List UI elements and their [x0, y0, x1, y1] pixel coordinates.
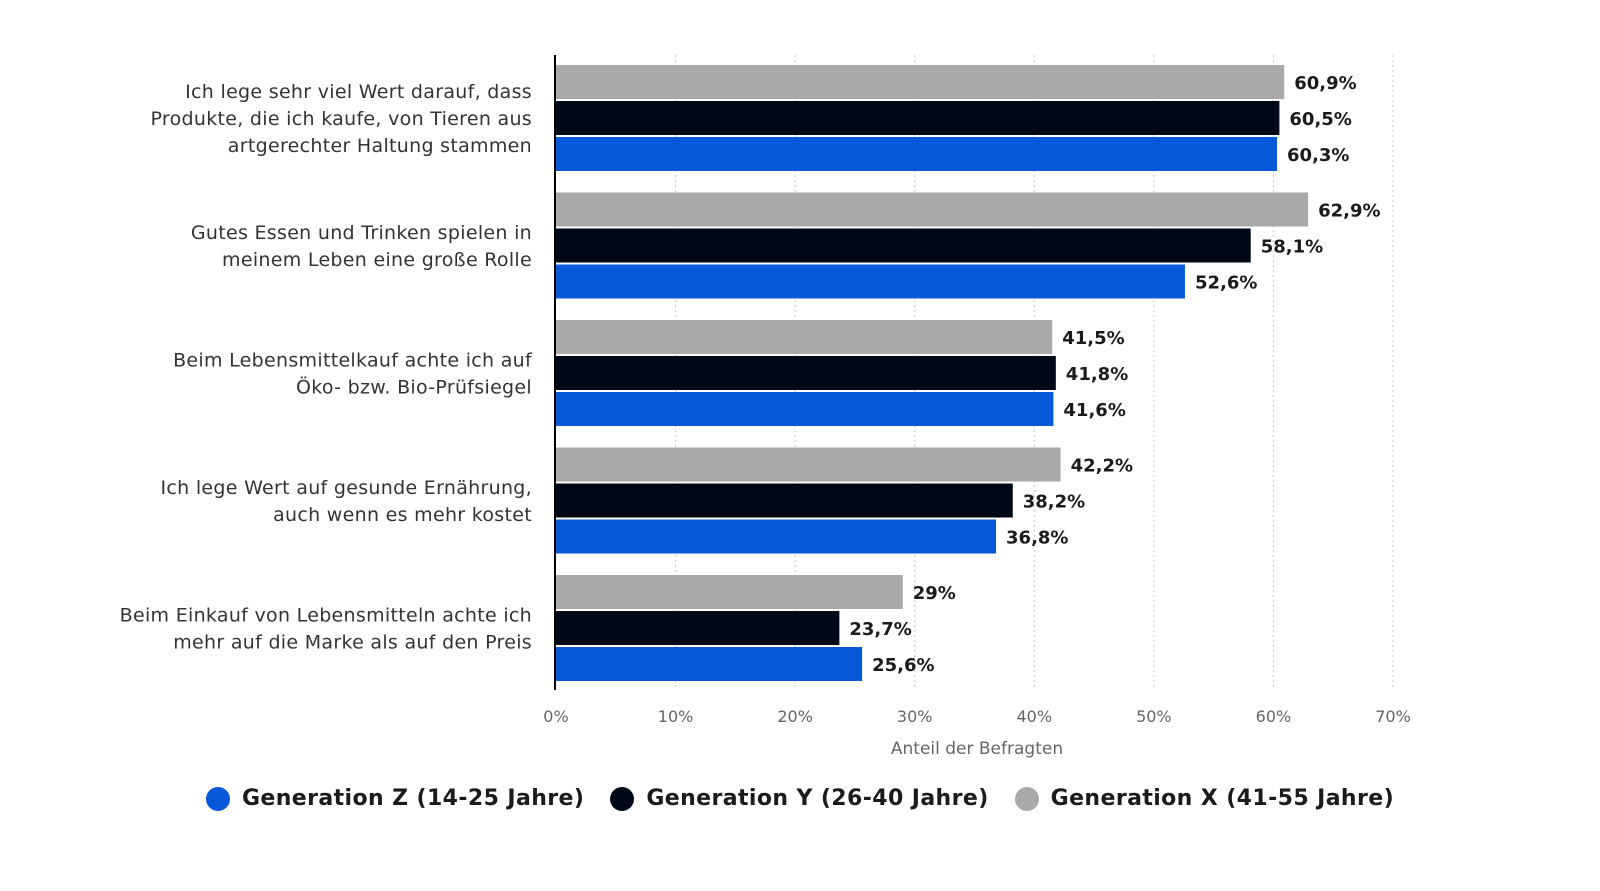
data-label-cat3-series2: 41,8% — [1066, 364, 1128, 385]
data-label-cat2-series3: 52,6% — [1195, 273, 1257, 294]
data-label-cat4-series2: 38,2% — [1023, 492, 1085, 513]
bar-cat2-series3[interactable] — [556, 264, 1185, 299]
x-tick-label-5: 50% — [1136, 707, 1172, 726]
x-tick-label-7: 70% — [1375, 707, 1411, 726]
x-tick-label-3: 30% — [897, 707, 933, 726]
category-label-5-line-1: Beim Einkauf von Lebensmitteln achte ich — [120, 605, 532, 627]
bar-cat1-series1[interactable] — [556, 65, 1285, 99]
labels: 0% 10% 20% 30% 40% 50% 60% 70% 60,9% 60,5% 60,3% Ic… — [120, 73, 1411, 726]
data-label-cat3-series1: 41,5% — [1062, 328, 1124, 349]
category-label-3: Beim Lebensmittelkauf achte ich auf Öko- … — [173, 350, 533, 399]
legend: Generation Z (14-25 Jahre) Generation Y … — [0, 786, 1600, 811]
data-label-cat1-series2: 60,5% — [1289, 109, 1351, 130]
category-label-3-line-2: Öko- bzw. Bio-Prüfsiegel — [296, 376, 532, 399]
bar-cat1-series2[interactable] — [556, 101, 1280, 135]
bar-cat4-series3[interactable] — [556, 519, 997, 554]
category-label-4-line-1: Ich lege Wert auf gesunde Ernährung, — [161, 477, 533, 499]
category-label-4-line-2: auch wenn es mehr kostet — [273, 504, 532, 526]
x-axis-title: Anteil der Befragten — [891, 739, 1063, 759]
data-label-cat2-series2: 58,1% — [1261, 237, 1323, 258]
legend-marker-generation-z — [205, 786, 230, 811]
data-label-cat1-series3: 60,3% — [1287, 145, 1349, 166]
bars — [556, 65, 1309, 681]
category-label-4: Ich lege Wert auf gesunde Ernährung, auch… — [161, 477, 533, 526]
data-label-cat1-series1: 60,9% — [1294, 73, 1356, 94]
category-label-5-line-2: mehr auf die Marke als auf den Preis — [173, 632, 532, 654]
bar-cat5-series1[interactable] — [556, 575, 903, 609]
data-label-cat5-series2: 23,7% — [849, 619, 911, 640]
data-label-cat3-series3: 41,6% — [1063, 400, 1125, 421]
legend-item-generation-x[interactable]: Generation X (41-55 Jahre) — [1014, 786, 1395, 811]
category-label-3-line-1: Beim Lebensmittelkauf achte ich auf — [173, 350, 533, 372]
legend-label-generation-x: Generation X (41-55 Jahre) — [1050, 786, 1395, 811]
category-label-1-line-2: Produkte, die ich kaufe, von Tieren aus — [150, 108, 532, 130]
data-label-cat4-series3: 36,8% — [1006, 528, 1068, 549]
category-label-1: Ich lege sehr viel Wert darauf, dass Prod… — [150, 81, 532, 157]
x-tick-label-6: 60% — [1256, 707, 1292, 726]
legend-item-generation-y[interactable]: Generation Y (26-40 Jahre) — [610, 786, 988, 811]
category-label-2-line-2: meinem Leben eine große Rolle — [222, 249, 532, 271]
x-tick-label-0: 0% — [543, 707, 568, 726]
data-label-cat5-series3: 25,6% — [872, 655, 934, 676]
data-label-cat4-series1: 42,2% — [1071, 456, 1133, 477]
x-tick-label-4: 40% — [1017, 707, 1053, 726]
category-label-2-line-1: Gutes Essen und Trinken spielen in — [191, 222, 532, 244]
legend-label-generation-z: Generation Z (14-25 Jahre) — [241, 786, 585, 811]
bar-cat2-series2[interactable] — [556, 228, 1251, 263]
category-label-2: Gutes Essen und Trinken spielen in meinem… — [191, 222, 532, 271]
bar-cat5-series3[interactable] — [556, 647, 863, 681]
x-tick-label-1: 10% — [658, 707, 694, 726]
category-label-1-line-1: Ich lege sehr viel Wert darauf, dass — [185, 81, 532, 103]
legend-marker-generation-x — [1014, 786, 1039, 811]
data-label-cat2-series1: 62,9% — [1318, 201, 1380, 222]
category-label-5: Beim Einkauf von Lebensmitteln achte ich… — [120, 605, 532, 654]
category-label-1-line-3: artgerechter Haltung stammen — [228, 135, 532, 157]
legend-label-generation-y: Generation Y (26-40 Jahre) — [646, 786, 989, 811]
legend-marker-generation-y — [610, 786, 635, 811]
bar-cat4-series2[interactable] — [556, 483, 1013, 518]
bar-cat3-series3[interactable] — [556, 392, 1054, 426]
x-tick-label-2: 20% — [777, 707, 813, 726]
bar-cat3-series1[interactable] — [556, 320, 1053, 354]
bar-cat1-series3[interactable] — [556, 137, 1278, 171]
data-label-cat5-series1: 29% — [913, 583, 956, 604]
legend-item-generation-z[interactable]: Generation Z (14-25 Jahre) — [205, 786, 585, 811]
bar-cat5-series2[interactable] — [556, 611, 840, 645]
bar-cat2-series1[interactable] — [556, 192, 1309, 227]
bar-cat3-series2[interactable] — [556, 356, 1056, 390]
bar-cat4-series1[interactable] — [556, 447, 1061, 482]
